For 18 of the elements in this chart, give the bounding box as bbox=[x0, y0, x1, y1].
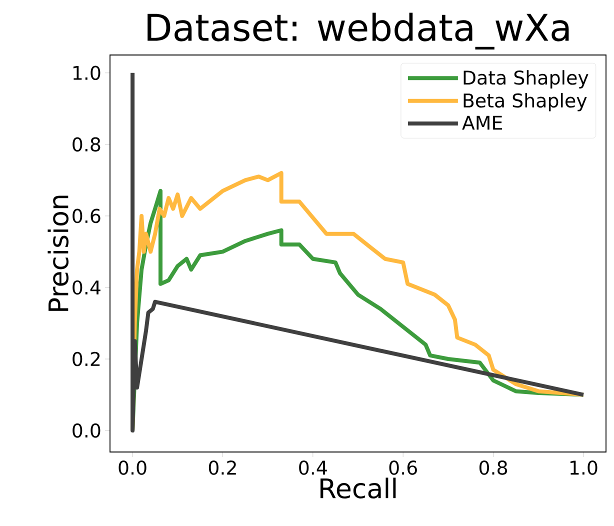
y-tick-label: 0.6 bbox=[72, 208, 100, 224]
y-tick-label: 1.0 bbox=[73, 66, 100, 80]
y-tick-label: 0.0 bbox=[72, 423, 100, 438]
x-axis-title: Recall bbox=[320, 478, 396, 498]
legend-label: AME bbox=[462, 116, 502, 130]
x-tick-label: 0.0 bbox=[118, 460, 146, 475]
legend-label: Data Shapley bbox=[464, 70, 588, 88]
y-axis-title: Precision bbox=[48, 196, 69, 311]
x-tick-label: 0.8 bbox=[479, 460, 508, 475]
x-tick-label: 0.2 bbox=[208, 460, 236, 475]
y-tick-label: 0.2 bbox=[72, 352, 100, 366]
y-tick-label: 0.8 bbox=[72, 137, 100, 152]
chart-title: Dataset: webdata_wXa bbox=[148, 12, 569, 50]
x-tick-label: 0.6 bbox=[389, 460, 417, 475]
x-tick-label: 1.0 bbox=[570, 460, 598, 475]
x-tick-label: 0.4 bbox=[299, 460, 327, 475]
y-tick-label: 0.4 bbox=[72, 280, 100, 295]
legend-label: Beta Shapley bbox=[464, 92, 587, 112]
